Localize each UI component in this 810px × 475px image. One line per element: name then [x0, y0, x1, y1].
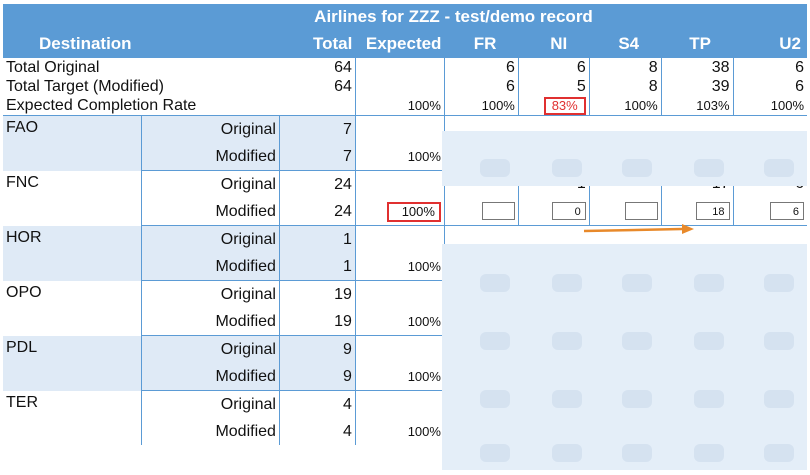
modified-total: 9 [279, 363, 356, 391]
header-ni: NI [518, 30, 590, 58]
row-type: Original [141, 225, 280, 253]
header-destination: Destination [3, 30, 280, 58]
expected-cell-highlighted: 100% [355, 198, 445, 226]
rate-value: 103% [661, 96, 734, 116]
title-row: Airlines for ZZZ - test/demo record [3, 4, 807, 30]
row-type: Modified [141, 363, 280, 391]
header-tp: TP [661, 30, 734, 58]
input-fr[interactable] [481, 202, 515, 221]
summary-value: 6 [795, 59, 804, 76]
destination-code: FNC [3, 170, 143, 226]
header-fr: FR [444, 30, 519, 58]
summary-value: 8 [589, 58, 662, 77]
arrow-icon [583, 224, 694, 234]
expected-value: 100% [355, 308, 445, 336]
rate-value-highlighted: 83% [518, 96, 590, 116]
input-s4[interactable] [624, 202, 658, 221]
redacted-area [442, 131, 807, 186]
table-title: Airlines for ZZZ - test/demo record [3, 4, 807, 30]
destination-code: TER [3, 390, 143, 445]
table-row: OPO Original 19 [3, 280, 807, 336]
table-row: Modified 19 100% [3, 308, 807, 336]
row-type: Original [141, 280, 280, 308]
table-row: Modified 7 100% [3, 143, 807, 171]
rate-value: 100% [444, 96, 519, 116]
header-total: Total [279, 30, 356, 58]
original-total: 4 [279, 390, 356, 418]
modified-total: 24 [279, 198, 356, 226]
input-u2[interactable]: 6 [770, 202, 804, 221]
expected-value: 100% [355, 253, 445, 281]
row-type: Modified [141, 143, 280, 171]
summary-total: 64 [279, 77, 356, 96]
original-total: 1 [279, 225, 356, 253]
summary-value: 5 [518, 77, 590, 96]
modified-total: 7 [279, 143, 356, 171]
summary-value: 6 [518, 58, 590, 77]
summary-row-target: Total Target (Modified) 64 6 5 8 39 6 [3, 77, 807, 96]
header-expected: Expected [355, 30, 445, 58]
row-type: Original [141, 115, 280, 143]
rate-value: 100% [589, 96, 662, 116]
summary-label: Total Target (Modified) [6, 78, 164, 95]
summary-label: Expected Completion Rate [3, 96, 280, 116]
destination-code: FAO [3, 115, 143, 171]
summary-row-rate: Expected Completion Rate 100% 100% 83% 1… [3, 96, 807, 116]
row-type: Modified [141, 253, 280, 281]
summary-total: 64 [279, 58, 356, 77]
rate-value: 100% [733, 96, 807, 116]
header-u2: U2 [733, 30, 807, 58]
header-s4: S4 [589, 30, 662, 58]
expected-value: 100% [386, 201, 441, 222]
summary-expected [355, 77, 445, 96]
redacted-area [442, 244, 807, 470]
summary-expected [355, 58, 445, 77]
modified-total: 4 [279, 418, 356, 445]
summary-total [279, 96, 356, 116]
summary-value: 39 [661, 77, 734, 96]
table-row: Modified 1 100% [3, 253, 807, 281]
input-ni[interactable]: 0 [551, 202, 586, 221]
destination-code: PDL [3, 335, 143, 391]
rate-ni: 83% [543, 97, 586, 115]
table-row: Modified 24 100% 0 18 6 [3, 198, 807, 226]
input-tp[interactable]: 18 [695, 202, 730, 221]
row-type: Original [141, 170, 280, 198]
row-type: Modified [141, 308, 280, 336]
expected-value: 100% [355, 418, 445, 445]
modified-total: 1 [279, 253, 356, 281]
table-row: PDL Original 9 [3, 335, 807, 391]
summary-value: 6 [795, 78, 804, 95]
original-total: 7 [279, 115, 356, 143]
summary-value: 8 [589, 77, 662, 96]
expected-value: 100% [355, 363, 445, 391]
destination-code: OPO [3, 280, 143, 336]
table-row: TER Original 4 [3, 390, 807, 445]
summary-label: Total Original [6, 59, 100, 76]
summary-value: 38 [661, 58, 734, 77]
table-row: Modified 4 100% [3, 418, 807, 445]
row-type: Original [141, 335, 280, 363]
summary-expected: 100% [355, 96, 445, 116]
table-row: HOR Original 1 [3, 225, 807, 281]
summary-row-original: Total Original 64 6 6 8 38 6 [3, 58, 807, 77]
destination-code: HOR [3, 225, 143, 281]
row-type: Modified [141, 198, 280, 226]
row-type: Modified [141, 418, 280, 445]
original-total: 19 [279, 280, 356, 308]
airlines-table: Airlines for ZZZ - test/demo record Dest… [3, 4, 807, 445]
expected-value: 100% [355, 143, 445, 171]
summary-value: 6 [444, 58, 519, 77]
row-type: Original [141, 390, 280, 418]
original-total: 9 [279, 335, 356, 363]
modified-total: 19 [279, 308, 356, 336]
summary-value: 6 [444, 77, 519, 96]
header-row: Destination Total Expected FR NI S4 TP U… [3, 30, 807, 58]
table-row: FAO Original 7 [3, 115, 807, 171]
original-total: 24 [279, 170, 356, 198]
